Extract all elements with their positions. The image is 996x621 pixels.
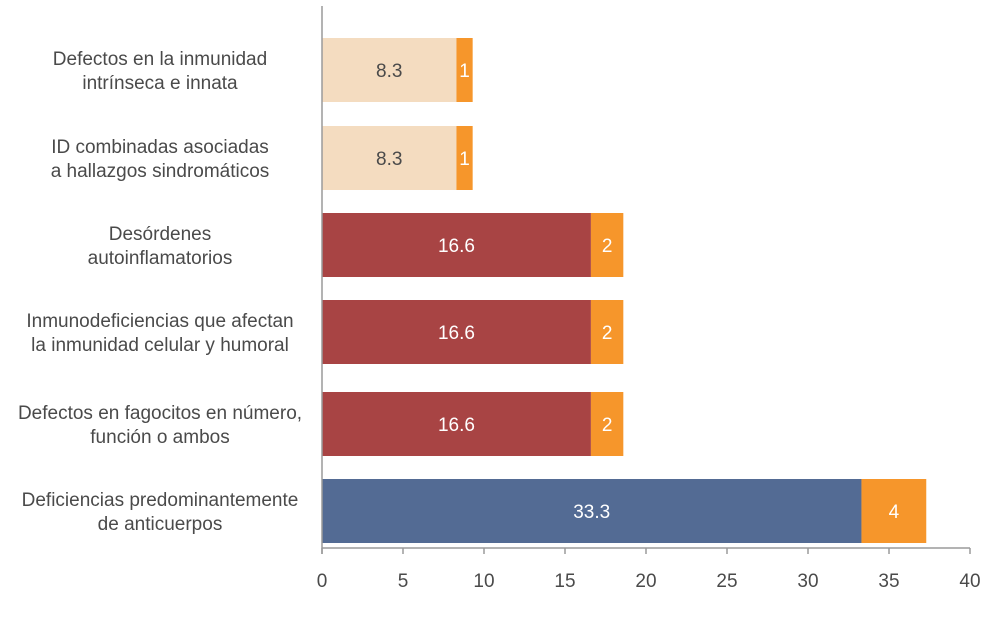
x-tick-label-6: 30 — [797, 571, 818, 592]
x-tick-label-1: 5 — [398, 571, 409, 592]
category-label-4-line-1: función o ambos — [90, 427, 229, 448]
x-tick-label-5: 25 — [716, 571, 737, 592]
bar-count-4 — [590, 392, 624, 456]
x-tick-label-0: 0 — [317, 571, 328, 592]
data-label-percent-0: 8.3 — [376, 61, 402, 82]
data-label-percent-1: 8.3 — [376, 149, 402, 170]
bar-count-5 — [861, 479, 927, 543]
bar-count-1 — [456, 126, 473, 190]
data-label-percent-3: 16.6 — [438, 323, 475, 344]
bar-percent-0 — [322, 38, 457, 102]
x-tick-label-4: 20 — [635, 571, 656, 592]
bar-percent-3 — [322, 300, 591, 364]
category-label-2-line-0: Desórdenes — [109, 224, 211, 245]
category-label-2-line-1: autoinflamatorios — [88, 248, 233, 269]
data-label-count-5: 4 — [889, 502, 900, 523]
axes-group: 0 5 10 15 20 25 30 35 40 — [317, 6, 981, 592]
x-tick-label-7: 35 — [878, 571, 899, 592]
category-label-3: Inmunodeficiencias que afectan la inmunid… — [26, 311, 293, 356]
data-label-percent-4: 16.6 — [438, 415, 475, 436]
category-label-4-line-0: Defectos en fagocitos en número, — [18, 403, 302, 424]
category-label-1-line-1: a hallazgos sindromáticos — [51, 161, 270, 182]
data-label-count-3: 2 — [602, 323, 613, 344]
category-label-3-line-1: la inmunidad celular y humoral — [31, 335, 289, 356]
data-label-count-0: 1 — [459, 61, 470, 82]
bar-percent-5 — [322, 479, 862, 543]
category-label-2: Desórdenes autoinflamatorios — [88, 224, 233, 269]
data-label-percent-5: 33.3 — [573, 502, 610, 523]
bars-group: 8.3 1 8.3 1 16.6 2 16.6 2 16.6 2 33.3 4 — [322, 38, 927, 543]
bar-count-2 — [590, 213, 624, 277]
category-label-0-line-1: intrínseca e innata — [82, 73, 238, 94]
bar-percent-2 — [322, 213, 591, 277]
category-labels-group: Defectos en la inmunidad intrínseca e inn… — [18, 49, 302, 535]
category-label-0-line-0: Defectos en la inmunidad — [53, 49, 267, 70]
x-tick-label-8: 40 — [959, 571, 980, 592]
category-label-5-line-0: Deficiencias predominantemente — [22, 490, 299, 511]
category-label-5-line-1: de anticuerpos — [98, 514, 223, 535]
data-label-count-2: 2 — [602, 236, 613, 257]
bar-percent-4 — [322, 392, 591, 456]
category-label-1: ID combinadas asociadas a hallazgos sindr… — [51, 137, 270, 182]
x-tick-label-2: 10 — [473, 571, 494, 592]
category-label-4: Defectos en fagocitos en número, función … — [18, 403, 302, 448]
data-label-count-4: 2 — [602, 415, 613, 436]
bar-count-3 — [590, 300, 624, 364]
bar-percent-1 — [322, 126, 457, 190]
category-label-0: Defectos en la inmunidad intrínseca e inn… — [53, 49, 267, 94]
category-label-5: Deficiencias predominantemente de anticue… — [22, 490, 299, 535]
data-label-percent-2: 16.6 — [438, 236, 475, 257]
category-label-1-line-0: ID combinadas asociadas — [51, 137, 269, 158]
x-tick-label-3: 15 — [554, 571, 575, 592]
bar-count-0 — [456, 38, 473, 102]
data-label-count-1: 1 — [459, 149, 470, 170]
category-label-3-line-0: Inmunodeficiencias que afectan — [26, 311, 293, 332]
